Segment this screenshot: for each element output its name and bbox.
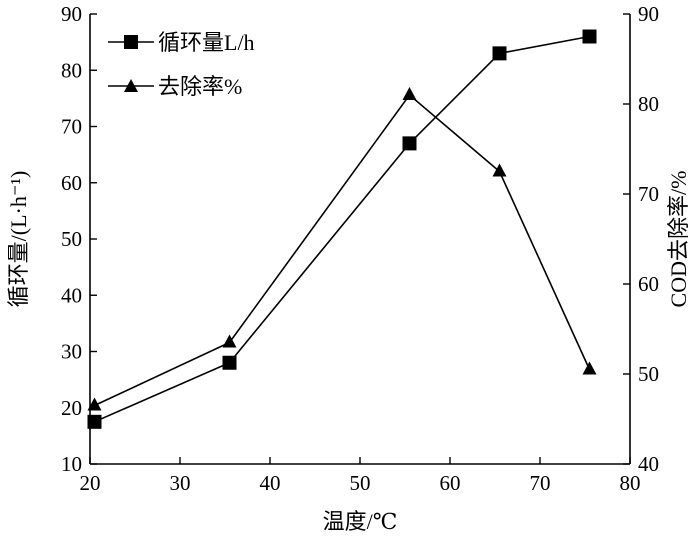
triangle-data-point [402,87,417,100]
left-y-tick-label: 80 [61,58,82,82]
left-y-axis-ticks: 10 20 30 40 50 60 70 80 90 [61,2,97,476]
legend-removal-label: 去除率% [158,74,242,99]
x-tick-label: 30 [170,471,191,495]
legend-square-marker-icon [124,35,138,49]
legend-item-removal: 去除率% [108,74,242,99]
x-tick-label: 20 [80,471,101,495]
right-y-axis-ticks: 40 50 60 70 80 90 [623,2,659,476]
x-axis-title: 温度/℃ [323,509,398,534]
square-data-point [402,136,417,151]
square-data-point [87,414,102,429]
left-y-tick-label: 40 [61,283,82,307]
x-tick-label: 60 [440,471,461,495]
x-axis-ticks: 20 30 40 50 60 70 80 [80,457,641,495]
triangle-data-point [492,163,507,177]
series-line-1 [94,93,591,407]
left-y-tick-label: 60 [61,171,82,195]
right-y-tick-label: 80 [638,92,659,116]
x-tick-label: 50 [350,471,371,495]
left-y-tick-label: 70 [61,115,82,139]
right-y-tick-label: 90 [638,2,659,26]
square-data-point [492,46,507,61]
right-y-tick-label: 40 [638,452,659,476]
right-y-tick-label: 60 [638,272,659,296]
legend: 循环量L/h 去除率% [108,30,255,99]
x-tick-label: 80 [620,471,641,495]
x-tick-label: 70 [530,471,551,495]
right-y-tick-label: 70 [638,182,659,206]
square-data-point [582,29,597,44]
left-y-tick-label: 90 [61,2,82,26]
left-y-tick-label: 10 [61,452,82,476]
series-layer [87,29,597,429]
triangle-data-point [87,397,102,411]
right-y-tick-label: 50 [638,362,659,386]
triangle-data-point [222,334,237,348]
right-y-axis-title: COD去除率/% [666,171,691,308]
triangle-data-point [582,361,597,375]
left-y-axis-title: 循环量/(L·h⁻¹) [6,171,31,308]
legend-circulation-label: 循环量L/h [158,30,255,55]
legend-triangle-marker-icon [124,79,138,92]
left-y-tick-label: 30 [61,340,82,364]
legend-item-circulation: 循环量L/h [108,30,255,55]
x-tick-label: 40 [260,471,281,495]
left-y-tick-label: 20 [61,396,82,420]
square-data-point [222,355,237,370]
left-y-tick-label: 50 [61,227,82,251]
